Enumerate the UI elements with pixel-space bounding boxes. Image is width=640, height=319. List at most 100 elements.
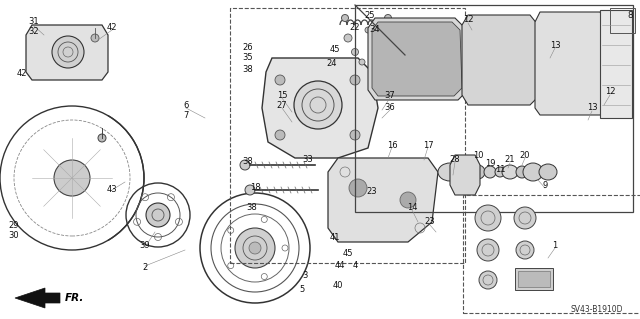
- Text: 23: 23: [425, 218, 435, 226]
- Text: 18: 18: [250, 183, 260, 192]
- Polygon shape: [450, 155, 480, 195]
- Text: 7: 7: [183, 110, 189, 120]
- Ellipse shape: [495, 167, 505, 177]
- Circle shape: [350, 75, 360, 85]
- Circle shape: [52, 36, 84, 68]
- Text: 42: 42: [17, 69, 28, 78]
- Text: 29: 29: [9, 220, 19, 229]
- Circle shape: [351, 48, 358, 56]
- Text: 40: 40: [333, 280, 343, 290]
- Text: 24: 24: [327, 58, 337, 68]
- Text: 12: 12: [463, 16, 473, 25]
- Text: 35: 35: [243, 54, 253, 63]
- Circle shape: [91, 34, 99, 42]
- Text: 45: 45: [330, 46, 340, 55]
- Text: 27: 27: [276, 100, 287, 109]
- Circle shape: [54, 160, 90, 196]
- Text: 21: 21: [505, 155, 515, 165]
- Circle shape: [344, 34, 352, 42]
- Polygon shape: [600, 10, 632, 118]
- Text: 16: 16: [387, 140, 397, 150]
- Circle shape: [514, 207, 536, 229]
- Polygon shape: [535, 12, 607, 115]
- Circle shape: [516, 241, 534, 259]
- Ellipse shape: [456, 164, 474, 180]
- Ellipse shape: [523, 163, 543, 181]
- Circle shape: [245, 185, 255, 195]
- Circle shape: [400, 192, 416, 208]
- Text: FR.: FR.: [65, 293, 84, 303]
- Text: 14: 14: [407, 203, 417, 211]
- Text: 41: 41: [330, 234, 340, 242]
- Circle shape: [240, 160, 250, 170]
- Polygon shape: [15, 288, 60, 308]
- Ellipse shape: [484, 166, 496, 178]
- Circle shape: [479, 271, 497, 289]
- Text: 38: 38: [246, 204, 257, 212]
- Text: 4: 4: [353, 261, 358, 270]
- Bar: [610, 8, 635, 33]
- Polygon shape: [368, 18, 468, 100]
- Text: 15: 15: [276, 91, 287, 100]
- Ellipse shape: [438, 163, 462, 181]
- Text: 13: 13: [550, 41, 560, 49]
- Text: 10: 10: [473, 151, 483, 160]
- Ellipse shape: [502, 165, 518, 179]
- Text: 12: 12: [605, 87, 615, 97]
- Text: 19: 19: [484, 159, 495, 167]
- Text: 11: 11: [495, 166, 505, 174]
- Text: 8: 8: [627, 11, 633, 19]
- Bar: [230, 8, 465, 263]
- Text: 26: 26: [243, 43, 253, 53]
- Circle shape: [235, 228, 275, 268]
- Text: 17: 17: [422, 140, 433, 150]
- Circle shape: [350, 130, 360, 140]
- Circle shape: [475, 205, 501, 231]
- Text: 28: 28: [450, 155, 460, 165]
- Circle shape: [349, 179, 367, 197]
- Circle shape: [342, 14, 349, 21]
- Text: 33: 33: [303, 155, 314, 165]
- Text: 22: 22: [349, 24, 360, 33]
- Text: 6: 6: [183, 100, 189, 109]
- Text: 13: 13: [587, 103, 597, 113]
- Text: 31: 31: [29, 18, 39, 26]
- Text: 38: 38: [243, 158, 253, 167]
- Text: 25: 25: [365, 11, 375, 19]
- Polygon shape: [462, 15, 540, 105]
- Polygon shape: [328, 158, 438, 242]
- Circle shape: [275, 75, 285, 85]
- Text: 2: 2: [142, 263, 148, 272]
- Bar: [463, 195, 640, 313]
- Text: 45: 45: [343, 249, 353, 257]
- Text: 34: 34: [370, 26, 380, 34]
- Polygon shape: [262, 58, 378, 158]
- Polygon shape: [372, 22, 462, 96]
- Text: SV43-B1910D: SV43-B1910D: [571, 305, 623, 314]
- Circle shape: [146, 203, 170, 227]
- Circle shape: [365, 27, 371, 33]
- Text: 20: 20: [520, 151, 531, 160]
- Circle shape: [294, 81, 342, 129]
- Circle shape: [249, 242, 261, 254]
- Ellipse shape: [471, 165, 485, 179]
- Text: 30: 30: [9, 231, 19, 240]
- Text: 36: 36: [385, 102, 396, 112]
- Bar: [518, 271, 550, 287]
- Text: 42: 42: [107, 24, 117, 33]
- Ellipse shape: [539, 164, 557, 180]
- Circle shape: [477, 239, 499, 261]
- Text: 1: 1: [552, 241, 557, 249]
- Circle shape: [385, 14, 392, 21]
- Circle shape: [98, 134, 106, 142]
- Circle shape: [275, 130, 285, 140]
- Text: 39: 39: [140, 241, 150, 249]
- Text: 5: 5: [300, 286, 305, 294]
- Text: 38: 38: [243, 65, 253, 75]
- Text: 3: 3: [302, 271, 308, 279]
- Text: 44: 44: [335, 261, 345, 270]
- Ellipse shape: [516, 166, 528, 178]
- Text: 37: 37: [385, 91, 396, 100]
- Text: 43: 43: [107, 186, 117, 195]
- Bar: [515, 268, 553, 290]
